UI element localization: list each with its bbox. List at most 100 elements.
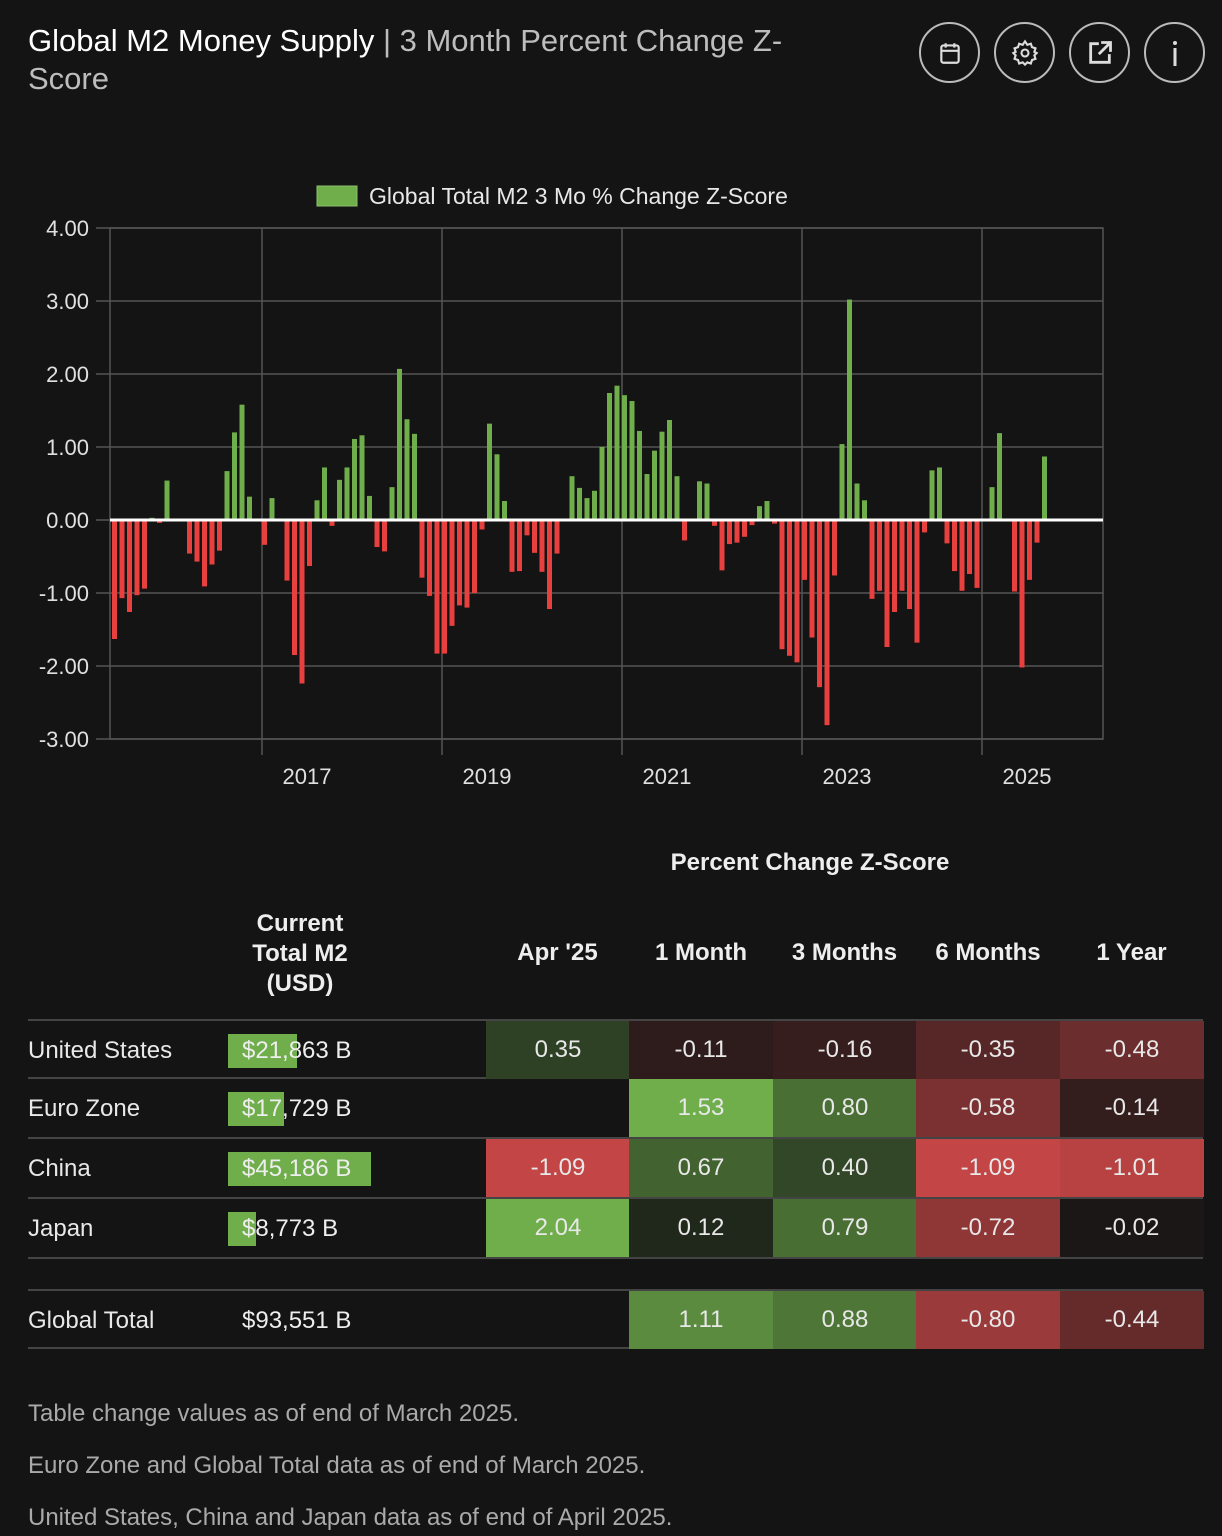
bar[interactable] xyxy=(989,487,995,520)
bar[interactable] xyxy=(352,438,357,520)
bar[interactable] xyxy=(397,368,402,520)
bar[interactable] xyxy=(554,520,560,554)
bar[interactable] xyxy=(794,520,800,663)
settings-button[interactable] xyxy=(994,22,1055,83)
bar[interactable] xyxy=(232,432,237,520)
bar[interactable] xyxy=(404,419,410,520)
bar[interactable] xyxy=(997,433,1002,520)
bar[interactable] xyxy=(952,520,957,572)
bar[interactable] xyxy=(412,433,417,520)
bar[interactable] xyxy=(457,520,462,606)
bar[interactable] xyxy=(824,520,830,726)
bar[interactable] xyxy=(442,520,447,654)
bar[interactable] xyxy=(112,520,117,639)
bar[interactable] xyxy=(712,520,717,526)
bar[interactable] xyxy=(764,501,770,520)
bar[interactable] xyxy=(217,520,222,551)
bar[interactable] xyxy=(644,474,650,520)
bar[interactable] xyxy=(419,520,425,578)
bar[interactable] xyxy=(674,476,680,520)
bar[interactable] xyxy=(292,520,297,656)
bar[interactable] xyxy=(719,520,725,571)
bar[interactable] xyxy=(539,520,545,572)
bar[interactable] xyxy=(742,520,747,537)
bar[interactable] xyxy=(892,520,897,612)
bar[interactable] xyxy=(427,520,432,596)
bar[interactable] xyxy=(787,520,792,656)
bar[interactable] xyxy=(854,483,860,521)
bar[interactable] xyxy=(517,520,522,572)
bar[interactable] xyxy=(802,520,807,580)
bar[interactable] xyxy=(592,490,597,520)
bar[interactable] xyxy=(869,520,875,599)
bar[interactable] xyxy=(862,500,867,520)
bar[interactable] xyxy=(464,520,470,608)
bar[interactable] xyxy=(359,435,365,520)
bar[interactable] xyxy=(1042,456,1047,520)
bar[interactable] xyxy=(164,480,170,520)
bar[interactable] xyxy=(344,467,350,520)
bar[interactable] xyxy=(817,520,822,688)
bar[interactable] xyxy=(667,419,672,520)
bar[interactable] xyxy=(622,395,627,520)
bar[interactable] xyxy=(269,498,275,520)
bar[interactable] xyxy=(119,520,125,599)
bar[interactable] xyxy=(239,404,245,520)
bar[interactable] xyxy=(547,520,552,610)
bar[interactable] xyxy=(299,520,305,684)
bar[interactable] xyxy=(584,498,590,520)
share-button[interactable] xyxy=(1069,22,1130,83)
bar[interactable] xyxy=(832,520,837,576)
bar[interactable] xyxy=(614,385,620,520)
bar[interactable] xyxy=(974,520,980,588)
bar[interactable] xyxy=(599,447,605,520)
bar[interactable] xyxy=(322,467,327,520)
bar[interactable] xyxy=(727,520,732,545)
bar[interactable] xyxy=(434,520,440,654)
bar[interactable] xyxy=(524,520,530,536)
bar[interactable] xyxy=(247,496,252,520)
bar[interactable] xyxy=(607,392,612,520)
bar[interactable] xyxy=(314,500,320,520)
bar[interactable] xyxy=(472,520,477,593)
bar[interactable] xyxy=(1012,520,1017,592)
bar[interactable] xyxy=(877,520,882,591)
bar[interactable] xyxy=(337,479,342,520)
bar[interactable] xyxy=(704,483,710,521)
bar[interactable] xyxy=(389,487,395,520)
bar[interactable] xyxy=(187,520,192,554)
bar[interactable] xyxy=(479,520,485,530)
bar[interactable] xyxy=(449,520,455,626)
bar[interactable] xyxy=(374,520,380,548)
bar[interactable] xyxy=(194,520,200,562)
bar[interactable] xyxy=(1034,520,1040,543)
bar[interactable] xyxy=(382,520,387,552)
bar[interactable] xyxy=(682,520,687,541)
bar[interactable] xyxy=(847,299,852,520)
bar[interactable] xyxy=(772,520,777,524)
bar[interactable] xyxy=(134,520,140,596)
bar[interactable] xyxy=(757,506,762,520)
bar[interactable] xyxy=(532,520,537,553)
bar[interactable] xyxy=(944,520,950,544)
bar[interactable] xyxy=(127,520,132,612)
bar[interactable] xyxy=(307,520,312,566)
bar[interactable] xyxy=(809,520,815,638)
bar[interactable] xyxy=(329,520,335,526)
bar[interactable] xyxy=(284,520,290,581)
bar[interactable] xyxy=(487,423,492,520)
bar[interactable] xyxy=(959,520,965,591)
bar[interactable] xyxy=(142,520,147,589)
bar[interactable] xyxy=(224,471,230,520)
bar[interactable] xyxy=(967,520,972,575)
bar[interactable] xyxy=(1027,520,1032,580)
bar[interactable] xyxy=(629,401,635,520)
bar[interactable] xyxy=(937,467,942,520)
bar[interactable] xyxy=(884,520,890,648)
bar[interactable] xyxy=(569,476,575,520)
bar[interactable] xyxy=(922,520,927,533)
legend[interactable]: Global Total M2 3 Mo % Change Z-Score xyxy=(316,183,788,209)
bar[interactable] xyxy=(907,520,912,610)
bar[interactable] xyxy=(577,487,582,520)
bar[interactable] xyxy=(929,470,935,520)
